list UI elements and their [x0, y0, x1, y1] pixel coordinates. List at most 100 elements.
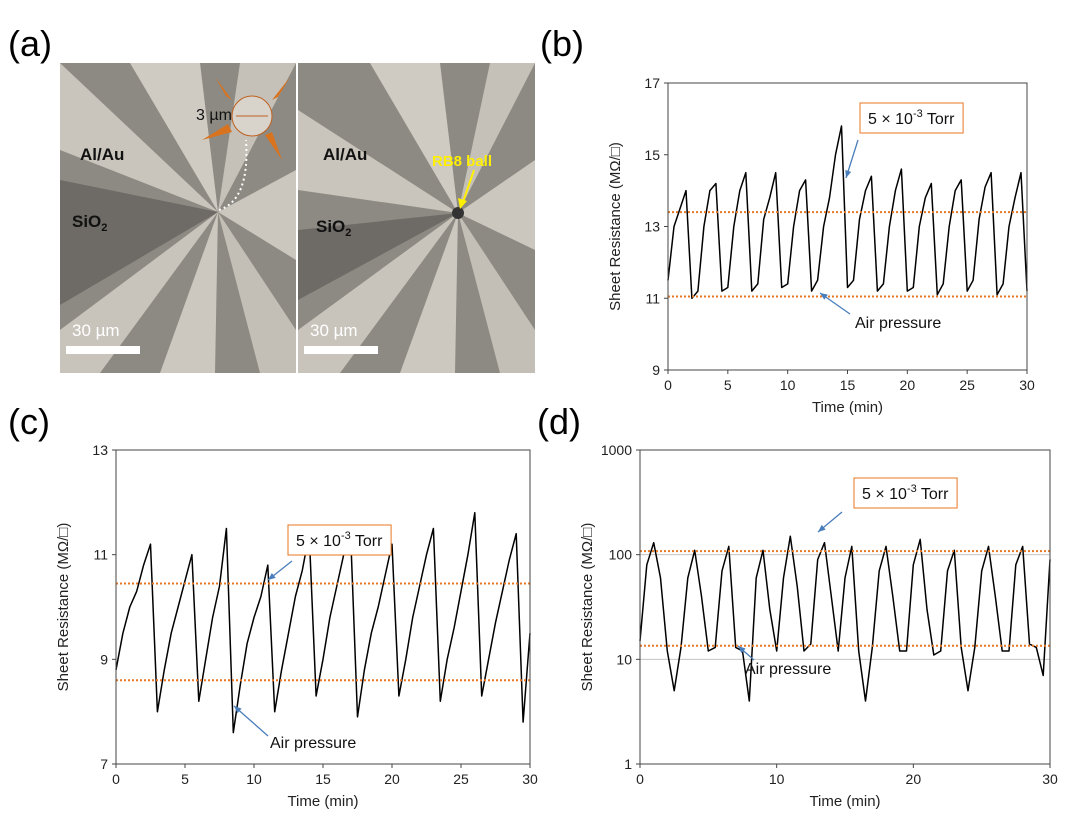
y-axis-title: Sheet Resistance (MΩ/□) [607, 142, 624, 311]
y-tick-label: 10 [616, 651, 632, 667]
ball-pointer [461, 169, 475, 206]
x-tick-label: 15 [840, 377, 856, 393]
x-axis-title: Time (min) [287, 793, 358, 810]
y-tick-label: 1 [624, 756, 632, 772]
electrode [458, 63, 535, 213]
x-tick-label: 15 [315, 771, 331, 787]
annotation: Air pressure [855, 315, 941, 332]
electrode [130, 63, 218, 212]
panel-label: (a) [8, 23, 52, 64]
ball [452, 207, 464, 219]
micrograph-left: 3 µm Al/Au SiO2 30 µm [60, 63, 296, 373]
x-axis-title: Time (min) [812, 399, 883, 416]
electrode [400, 213, 458, 373]
annotation-arrowhead [818, 524, 826, 532]
electrode [218, 212, 296, 373]
ball-label: RB8 ball [432, 153, 492, 170]
panel-label: (c) [8, 401, 50, 442]
inset-scale: 3 µm [196, 107, 232, 124]
electrode [298, 213, 458, 373]
annotation-arrowhead [820, 293, 828, 300]
data-line [667, 125, 1028, 300]
x-tick-label: 30 [1019, 377, 1035, 393]
y-tick-label: 100 [609, 547, 633, 563]
inset-electrode [202, 124, 232, 140]
y-tick-label: 7 [100, 756, 108, 772]
annotation-superscript: -3 [341, 530, 351, 542]
electrode [60, 63, 218, 212]
electrode [218, 170, 296, 260]
oxide-subscript: 2 [345, 227, 351, 239]
x-tick-label: 10 [780, 377, 796, 393]
y-tick-label: 13 [644, 219, 660, 235]
y-tick-label: 11 [645, 290, 660, 306]
inset-electrode [265, 132, 282, 160]
scale-bar [66, 346, 140, 354]
data-line [639, 535, 1051, 702]
micrograph-right: RB8 ball Al/Au SiO2 30 µm [298, 63, 535, 373]
annotation-suffix: Torr [923, 111, 955, 128]
metal-label: Al/Au [323, 145, 367, 164]
scale-bar-label: 30 µm [72, 321, 120, 340]
annotation: 5 × 10-3 Torr [296, 530, 383, 550]
electrode [160, 212, 218, 373]
annotation-suffix: Torr [917, 486, 949, 503]
electrode [458, 160, 535, 250]
y-tick-label: 17 [644, 75, 660, 91]
metal-label: Al/Au [80, 145, 124, 164]
annotation-text: Air pressure [855, 315, 941, 332]
electrode [370, 63, 458, 213]
x-tick-label: 5 [724, 377, 732, 393]
annotation-superscript: -3 [907, 483, 917, 495]
annotation-arrow [233, 705, 269, 737]
plot-frame [115, 449, 531, 765]
panel-label: (b) [540, 23, 584, 64]
y-axis-title: Sheet Resistance (MΩ/□) [55, 523, 72, 692]
plot-frame [667, 82, 1028, 371]
annotation-arrowhead [738, 646, 746, 654]
x-tick-label: 30 [1042, 771, 1058, 787]
annotation-arrowhead [234, 706, 242, 714]
y-tick-label: 1000 [601, 442, 632, 458]
oxide [60, 180, 218, 305]
panel-label: (d) [537, 401, 581, 442]
x-tick-label: 25 [959, 377, 975, 393]
oxide-label: SiO2 [316, 217, 351, 239]
annotation-box [853, 477, 958, 509]
x-tick-label: 5 [181, 771, 189, 787]
annotation: 5 × 10-3 Torr [862, 483, 949, 503]
x-tick-label: 30 [522, 771, 538, 787]
oxide-text: SiO [316, 217, 345, 236]
x-tick-label: 0 [112, 771, 120, 787]
annotation-text: 5 × 10 [868, 111, 913, 128]
inset-electrode [215, 77, 232, 100]
inset-electrode [272, 77, 290, 100]
annotation-text: 5 × 10 [862, 486, 907, 503]
oxide-text: SiO [72, 212, 101, 231]
electrode [458, 213, 535, 373]
y-tick-label: 9 [652, 362, 660, 378]
y-tick-label: 11 [93, 547, 108, 563]
data-line [115, 512, 531, 734]
annotation-arrowhead [845, 170, 852, 178]
annotation-text: Air pressure [270, 735, 356, 752]
x-tick-label: 10 [769, 771, 785, 787]
annotation: 5 × 10-3 Torr [868, 108, 955, 128]
annotation-superscript: -3 [913, 108, 923, 120]
annotation-suffix: Torr [351, 533, 383, 550]
annotation-text: 5 × 10 [296, 533, 341, 550]
oxide-subscript: 2 [101, 222, 107, 234]
annotation-box [859, 102, 964, 134]
x-axis-title: Time (min) [809, 793, 880, 810]
oxide [298, 213, 458, 300]
y-axis-title: Sheet Resistance (MΩ/□) [579, 523, 596, 692]
electrode [60, 212, 218, 373]
ball-pointer-head [458, 198, 467, 209]
x-tick-label: 20 [900, 377, 916, 393]
y-tick-label: 13 [92, 442, 108, 458]
annotation: Air pressure [745, 661, 831, 678]
oxide-label: SiO2 [72, 212, 107, 234]
y-tick-label: 15 [644, 147, 660, 163]
x-tick-label: 20 [384, 771, 400, 787]
